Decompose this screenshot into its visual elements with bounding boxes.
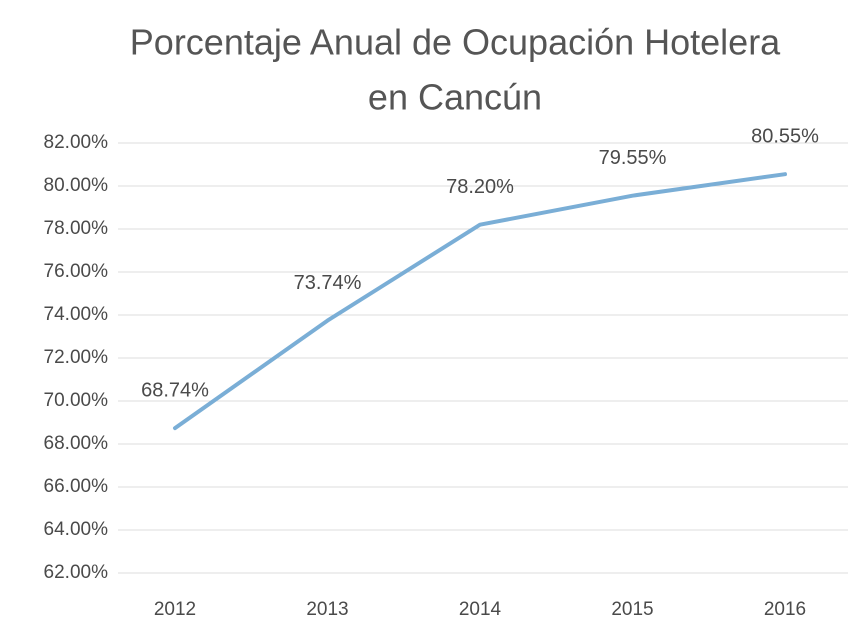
data-label: 80.55% — [751, 125, 819, 147]
y-tick-label: 74.00% — [44, 304, 109, 325]
chart-title: en Cancún — [368, 77, 542, 118]
y-tick-label: 72.00% — [44, 347, 109, 368]
data-label: 78.20% — [446, 176, 514, 198]
x-tick-label: 2012 — [154, 599, 196, 620]
y-tick-label: 78.00% — [44, 218, 109, 239]
x-tick-label: 2015 — [611, 599, 653, 620]
data-label: 73.74% — [294, 272, 362, 294]
x-tick-label: 2014 — [459, 599, 502, 620]
data-line — [173, 172, 787, 431]
y-tick-label: 68.00% — [44, 433, 109, 454]
y-tick-label: 62.00% — [44, 562, 109, 583]
x-tick-label: 2013 — [306, 599, 348, 620]
x-tick-label: 2016 — [764, 599, 806, 620]
y-tick-label: 80.00% — [44, 175, 109, 196]
y-tick-label: 70.00% — [44, 390, 109, 411]
data-label: 68.74% — [141, 379, 209, 401]
y-tick-label: 76.00% — [44, 261, 109, 282]
data-label: 79.55% — [599, 147, 667, 169]
chart-title: Porcentaje Anual de Ocupación Hotelera — [130, 22, 781, 63]
y-tick-label: 82.00% — [44, 132, 109, 153]
y-tick-label: 64.00% — [44, 519, 109, 540]
y-tick-label: 66.00% — [44, 476, 109, 497]
